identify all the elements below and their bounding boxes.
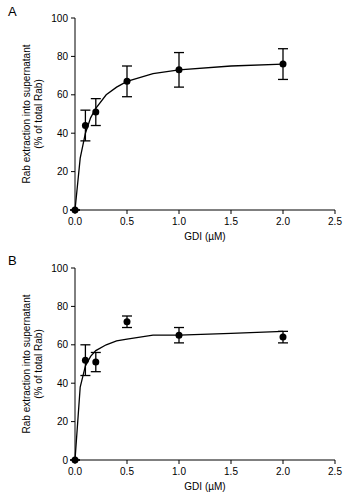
x-tick-label: 1.5 <box>224 216 238 227</box>
error-cap <box>122 96 132 97</box>
y-axis-label: (% of total Rab) <box>33 79 44 148</box>
panel: A 0.0 0.5 1.0 1.5 2.0 2.5 0 20 40 60 80 100 GDI (µM) R… <box>8 4 342 242</box>
y-tick-label: 100 <box>51 263 68 274</box>
error-cap <box>278 342 288 343</box>
x-tick-label: 2.5 <box>328 466 342 477</box>
y-tick-label: 60 <box>57 89 69 100</box>
x-axis <box>75 210 335 211</box>
error-cap <box>174 342 184 343</box>
error-bar <box>122 316 132 328</box>
error-cap <box>122 315 132 316</box>
y-tick <box>71 268 75 269</box>
y-tick-label: 20 <box>57 416 69 427</box>
x-tick <box>335 460 336 464</box>
x-tick <box>179 210 180 214</box>
y-axis-label: (% of total Rab) <box>33 329 44 398</box>
panel-label: A <box>8 4 17 19</box>
y-tick-label: 60 <box>57 339 69 350</box>
y-tick-label: 40 <box>57 378 69 389</box>
error-cap <box>91 125 101 126</box>
y-tick <box>71 171 75 172</box>
y-tick <box>71 18 75 19</box>
error-bar <box>278 331 288 343</box>
y-tick <box>71 421 75 422</box>
y-tick-label: 80 <box>57 51 69 62</box>
x-tick <box>127 460 128 464</box>
x-tick-label: 0.5 <box>120 466 134 477</box>
y-tick <box>71 133 75 134</box>
figure: A 0.0 0.5 1.0 1.5 2.0 2.5 0 20 40 60 80 100 GDI (µM) R… <box>0 0 356 500</box>
error-cap <box>278 79 288 80</box>
y-axis-label: Rab extraction into supernatant <box>21 294 32 433</box>
x-axis-label: GDI (µM) <box>184 481 225 492</box>
y-tick <box>71 94 75 95</box>
data-point <box>124 318 131 325</box>
x-tick <box>231 210 232 214</box>
x-axis <box>75 460 335 461</box>
data-point <box>92 359 99 366</box>
y-tick <box>71 306 75 307</box>
error-cap <box>122 327 132 328</box>
y-axis-label: Rab extraction into supernatant <box>21 44 32 183</box>
y-axis <box>75 268 76 460</box>
fit-curve <box>75 64 283 210</box>
x-tick-label: 2.0 <box>276 466 290 477</box>
x-tick-label: 1.0 <box>172 216 186 227</box>
y-tick <box>71 344 75 345</box>
data-point <box>280 334 287 341</box>
error-cap <box>80 375 90 376</box>
error-cap <box>122 65 132 66</box>
error-cap <box>91 98 101 99</box>
fit-curve <box>75 331 283 460</box>
error-cap <box>91 352 101 353</box>
x-tick-label: 0.5 <box>120 216 134 227</box>
plot-area <box>70 49 288 214</box>
x-tick-label: 1.5 <box>224 466 238 477</box>
x-tick <box>283 460 284 464</box>
y-tick-label: 40 <box>57 128 69 139</box>
y-tick-label: 0 <box>62 205 68 216</box>
panel-label: B <box>8 253 17 268</box>
y-tick-label: 0 <box>62 455 68 466</box>
error-cap <box>80 110 90 111</box>
y-axis <box>75 18 76 210</box>
y-tick-label: 100 <box>51 13 68 24</box>
y-tick <box>71 56 75 57</box>
y-tick-label: 20 <box>57 166 69 177</box>
x-tick <box>179 460 180 464</box>
y-tick <box>71 383 75 384</box>
error-cap <box>174 327 184 328</box>
x-tick <box>127 210 128 214</box>
x-tick-label: 1.0 <box>172 466 186 477</box>
x-tick-label: 0.0 <box>68 466 82 477</box>
x-tick <box>231 460 232 464</box>
x-tick <box>335 210 336 214</box>
x-axis-label: GDI (µM) <box>184 231 225 242</box>
panel: B 0.0 0.5 1.0 1.5 2.0 2.5 0 20 40 60 80 100 GDI (µM) R… <box>8 253 342 492</box>
error-cap <box>91 371 101 372</box>
error-cap <box>80 140 90 141</box>
plot-area <box>70 316 288 464</box>
error-cap <box>174 86 184 87</box>
error-cap <box>278 48 288 49</box>
error-cap <box>80 344 90 345</box>
error-cap <box>174 52 184 53</box>
x-tick-label: 2.0 <box>276 216 290 227</box>
x-tick-label: 2.5 <box>328 216 342 227</box>
x-tick-label: 0.0 <box>68 216 82 227</box>
y-tick-label: 80 <box>57 301 69 312</box>
x-tick <box>283 210 284 214</box>
